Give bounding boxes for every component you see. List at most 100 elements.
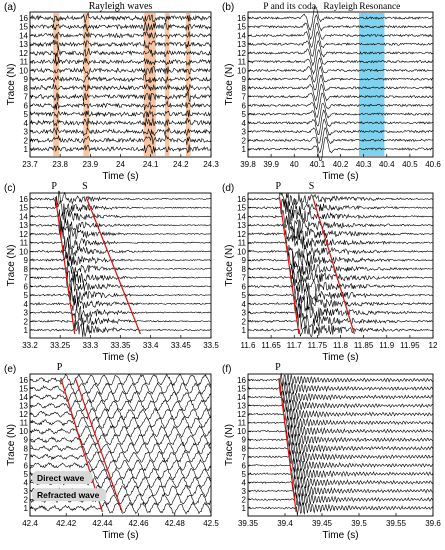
trace-11	[247, 234, 434, 250]
trace-7	[29, 270, 211, 287]
x-tick-label: 33.35	[110, 341, 131, 350]
y-tick-label: 12	[237, 410, 246, 419]
x-tick-label: 39.55	[386, 519, 407, 528]
y-tick-label: 14	[19, 212, 28, 221]
trace-12	[247, 226, 434, 241]
trace-12	[29, 407, 212, 421]
y-tick-label: 1	[24, 504, 29, 513]
trace-15	[29, 200, 212, 216]
x-tick-label: 24.1	[143, 160, 159, 169]
x-tick-label: 11.85	[354, 341, 374, 350]
trace-9	[29, 432, 212, 447]
trace-2	[247, 313, 434, 330]
y-tick-label: 4	[242, 478, 247, 487]
trace-5	[247, 102, 434, 127]
x-tick-label: 42.42	[56, 519, 77, 528]
y-tick-label: 2	[242, 317, 247, 326]
panel-tag: (a)	[4, 2, 16, 13]
highlight-band	[185, 13, 191, 156]
x-tick-label: 39.45	[312, 519, 333, 528]
x-tick-label: 23.9	[83, 160, 99, 169]
trace-10	[30, 424, 212, 438]
pick-line	[278, 377, 297, 513]
y-tick-label: 9	[24, 75, 29, 84]
trace-8	[29, 83, 212, 93]
y-tick-label: 8	[24, 444, 29, 453]
y-tick-label: 16	[19, 376, 28, 385]
x-tick-label: 24	[116, 160, 125, 169]
pick-label: P	[51, 181, 57, 192]
trace-15	[247, 381, 434, 396]
trace-8	[29, 441, 212, 455]
y-tick-label: 6	[24, 101, 29, 110]
x-tick-label: 33.3	[83, 341, 99, 350]
y-tick-label: 12	[19, 410, 28, 419]
y-tick-label: 9	[242, 75, 247, 84]
x-tick-label: 11.95	[400, 341, 420, 350]
y-tick-label: 11	[20, 419, 29, 428]
pick-line	[74, 377, 123, 513]
trace-11	[247, 49, 434, 75]
trace-2	[247, 491, 434, 507]
y-tick-label: 11	[20, 239, 29, 248]
y-tick-label: 7	[242, 93, 247, 102]
pick-label: P	[275, 362, 281, 373]
x-tick-label: 42.48	[165, 519, 186, 528]
y-tick-label: 4	[24, 300, 29, 309]
x-axis-label: Time (s)	[102, 171, 138, 182]
trace-11	[29, 416, 212, 430]
y-tick-label: 12	[237, 230, 246, 239]
y-tick-label: 6	[24, 282, 29, 291]
y-tick-label: 4	[242, 119, 247, 128]
trace-7	[247, 83, 434, 111]
y-tick-label: 14	[237, 393, 246, 402]
x-tick-label: 40.6	[425, 160, 441, 169]
trace-4	[29, 117, 212, 128]
x-axis-label: Time (s)	[102, 530, 138, 541]
y-tick-label: 15	[237, 204, 246, 213]
y-tick-label: 5	[242, 470, 247, 479]
y-tick-label: 3	[242, 487, 247, 496]
y-tick-label: 11	[20, 58, 29, 67]
y-tick-label: 2	[242, 495, 247, 504]
x-tick-label: 40.2	[333, 160, 349, 169]
trace-7	[29, 450, 212, 463]
y-tick-label: 1	[242, 326, 247, 335]
y-tick-label: 9	[24, 436, 29, 445]
x-tick-label: 39.35	[238, 519, 259, 528]
x-tick-label: 33.4	[143, 341, 159, 350]
y-tick-label: 16	[19, 14, 28, 23]
trace-6	[247, 458, 434, 473]
y-tick-label: 1	[24, 326, 29, 335]
y-tick-label: 7	[242, 453, 247, 462]
y-tick-label: 5	[24, 470, 29, 479]
trace-14	[247, 390, 434, 404]
x-tick-label: 24.3	[203, 160, 219, 169]
trace-4	[247, 475, 434, 491]
x-tick-label: 11.7	[287, 341, 303, 350]
trace-4	[247, 296, 434, 312]
trace-3	[29, 126, 212, 137]
trace-10	[29, 65, 212, 76]
y-tick-label: 6	[242, 461, 247, 470]
trace-1	[247, 323, 434, 338]
trace-6	[247, 92, 434, 118]
x-tick-label: 33.45	[171, 341, 192, 350]
trace-14	[29, 390, 212, 404]
x-tick-label: 40.5	[402, 160, 418, 169]
trace-14	[29, 31, 212, 40]
trace-11	[29, 56, 212, 66]
annotation-label: Rayleigh	[323, 2, 358, 12]
trace-4	[247, 109, 434, 135]
pick-line	[312, 196, 355, 335]
x-tick-label: 40	[290, 160, 299, 169]
y-tick-label: 1	[24, 145, 29, 154]
x-tick-label: 11.75	[308, 341, 328, 350]
x-tick-label: 11.8	[333, 341, 349, 350]
trace-16	[29, 373, 212, 387]
y-axis-label: Trace (N)	[6, 245, 17, 287]
y-tick-label: 11	[238, 58, 247, 67]
y-tick-label: 5	[242, 291, 247, 300]
